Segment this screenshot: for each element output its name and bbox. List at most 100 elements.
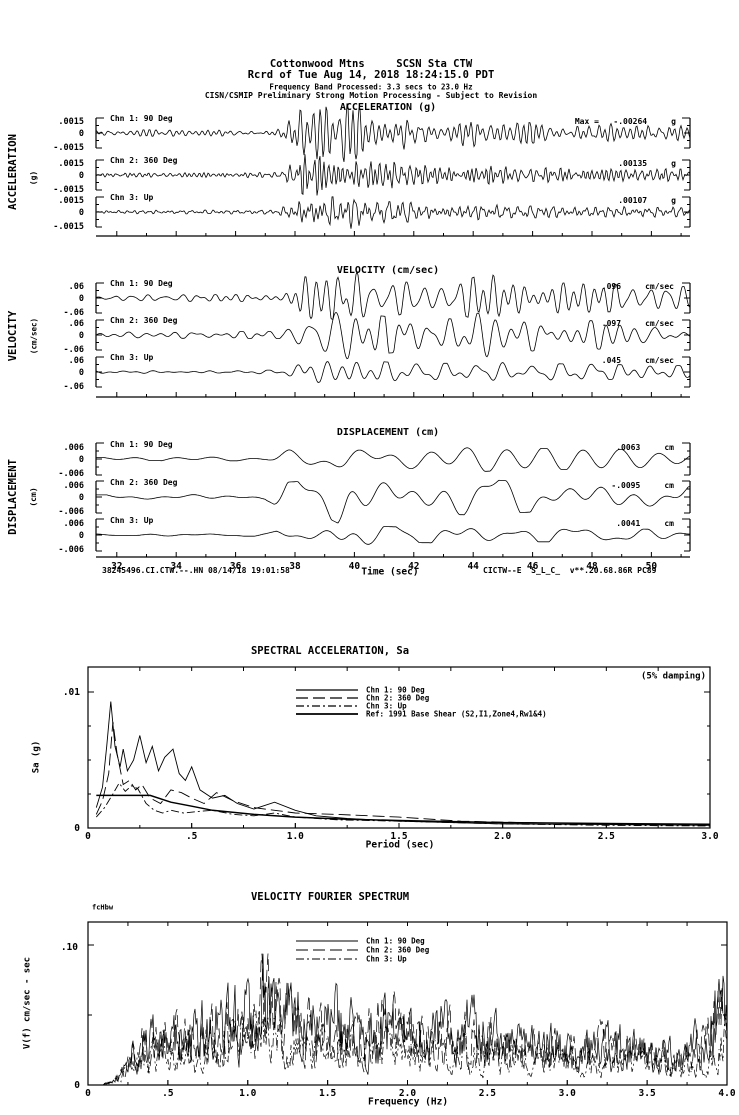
tick-label: 0 (79, 171, 84, 181)
tick-label: -.0015 (53, 185, 84, 195)
tick-label: -.06 (64, 382, 84, 392)
tick-label: Chn 3: Up (110, 516, 154, 525)
tick-label: -.006 (58, 469, 84, 479)
tick-label: 0 (79, 531, 84, 541)
displacement-axis-label: DISPLACEMENT (6, 459, 19, 535)
fourier-series-3 (88, 1002, 728, 1086)
tick-label: .097 cm/sec (602, 319, 674, 328)
tick-label: 40 (349, 561, 361, 572)
fourier-legend-chn1-label: Chn 1: 90 Deg (366, 936, 425, 946)
displacement-title: DISPLACEMENT (cm) (336, 427, 440, 438)
tick-label: 46 (527, 561, 539, 572)
velocity-time-series-trace-2 (95, 311, 691, 360)
displacement-time-series-trace-1 (95, 447, 691, 472)
tick-label: 0 (85, 831, 91, 842)
velocity-axis-units: (cm/sec) (29, 317, 39, 355)
tick-label: 32 (111, 561, 122, 572)
tick-label: .045 cm/sec (602, 356, 674, 365)
sa-legend-ref-label: Ref: 1991 Base Shear (S2,I1,Zone4,Rw1&4) (366, 709, 547, 719)
tick-label: 0 (79, 294, 84, 304)
tick-label: 0 (79, 331, 84, 341)
tick-label: 3.0 (701, 831, 718, 842)
tick-label: Chn 2: 360 Deg (110, 316, 178, 325)
sa-y-axis-label: Sa (g) (31, 740, 42, 774)
sa-series-3 (95, 782, 711, 827)
fourier-title: VELOCITY FOURIER SPECTRUM (250, 890, 410, 903)
fourier-series-2 (88, 953, 728, 1086)
tick-label: Max = -.00264 g (575, 117, 676, 126)
tick-label: 1.5 (390, 831, 407, 842)
tick-label: -.0015 (53, 143, 84, 153)
tick-label: -.006 (58, 545, 84, 555)
acceleration-title: ACCELERATION (g) (339, 102, 437, 113)
time-axis-label: Time (sec) (361, 566, 419, 578)
frequency-axis-label: Frequency (Hz) (367, 1096, 449, 1108)
tick-label: 2.0 (399, 1088, 416, 1099)
tick-label: .00135 g (618, 159, 676, 168)
tick-label: 0 (85, 1088, 91, 1099)
tick-label: 0 (79, 129, 84, 139)
filter-corner-note: fcHbw (92, 903, 114, 912)
sa-series-2 (95, 721, 711, 826)
fourier-series-1 (88, 953, 728, 1086)
acceleration-time-series-trace-1 (95, 103, 691, 162)
tick-label: 4.0 (718, 1088, 735, 1099)
velocity-time-series-trace-3 (95, 361, 691, 383)
velocity-title: VELOCITY (cm/sec) (336, 265, 440, 276)
sa-legend-chn1-label: Chn 1: 90 Deg (366, 685, 425, 695)
acceleration-time-series-trace-2 (95, 154, 691, 196)
record-datetime: Rcrd of Tue Aug 14, 2018 18:24:15.0 PDT (247, 68, 495, 81)
tick-label: .0063 cm (616, 443, 674, 452)
tick-label: .006 (64, 481, 84, 491)
tick-label: 0 (79, 493, 84, 503)
velocity-time-series-trace-1 (95, 270, 691, 320)
tick-label: .096 cm/sec (602, 282, 674, 291)
tick-label: .0015 (58, 196, 84, 206)
tick-label: 0 (74, 1080, 80, 1091)
acceleration-time-series: .0015 0 -.0015 Chn 1: 90 Deg Max = -.00264 g… (53, 103, 691, 237)
tick-label: 36 (230, 561, 242, 572)
tick-label: .01 (63, 687, 80, 698)
tick-label: -.06 (64, 308, 84, 318)
displacement-time-series-trace-2 (96, 479, 691, 524)
acceleration-axis-label: ACCELERATION (6, 134, 19, 210)
tick-label: 0 (79, 455, 84, 465)
tick-label: 44 (467, 561, 479, 572)
tick-label: Chn 3: Up (110, 193, 154, 202)
tick-label: 50 (646, 561, 658, 572)
processing-note: CISN/CSMIP Preliminary Strong Motion Pro… (204, 91, 538, 100)
tick-label: Chn 1: 90 Deg (110, 279, 173, 288)
tick-label: -.006 (58, 507, 84, 517)
displacement-time-series: 32 34 36 38 40 42 44 46 48 50 .006 0 -.006 Chn 1: 90 … (58, 440, 691, 572)
fourier-legend-chn2-label: Chn 2: 360 Deg (366, 945, 430, 955)
tick-label: 38 (289, 561, 301, 572)
sa-series-1 (95, 701, 711, 826)
tick-label: 2.5 (479, 1088, 496, 1099)
tick-label: 2.5 (598, 831, 615, 842)
tick-label: .006 (64, 519, 84, 529)
tick-label: 0 (79, 208, 84, 218)
displacement-time-series-trace-3 (96, 526, 691, 545)
tick-label: .06 (69, 356, 84, 366)
period-axis-label: Period (sec) (365, 839, 435, 851)
sa-legend-chn3-label: Chn 3: Up (366, 701, 407, 711)
fourier-legend-chn3-label: Chn 3: Up (366, 954, 407, 964)
tick-label: .06 (69, 319, 84, 329)
tick-label: .0015 (58, 159, 84, 169)
tick-label: .0015 (58, 117, 84, 127)
tick-label: .06 (69, 282, 84, 292)
sa-legend-chn2-label: Chn 2: 360 Deg (366, 693, 430, 703)
tick-label: -.0095 cm (611, 481, 674, 490)
tick-label: 1.0 (287, 831, 304, 842)
acceleration-axis-units: (g) (29, 170, 38, 186)
tick-label: -.0015 (53, 222, 84, 232)
record-id-footer: 38245496.CI.CTW.--.HN 08/14/18 19:01:58 (102, 566, 290, 575)
tick-label: 1.0 (239, 1088, 256, 1099)
tick-label: Chn 2: 360 Deg (110, 156, 178, 165)
sa-series-4 (96, 794, 711, 825)
tick-label: Chn 1: 90 Deg (110, 440, 173, 449)
tick-label: .5 (186, 831, 198, 842)
tick-label: 48 (586, 561, 598, 572)
